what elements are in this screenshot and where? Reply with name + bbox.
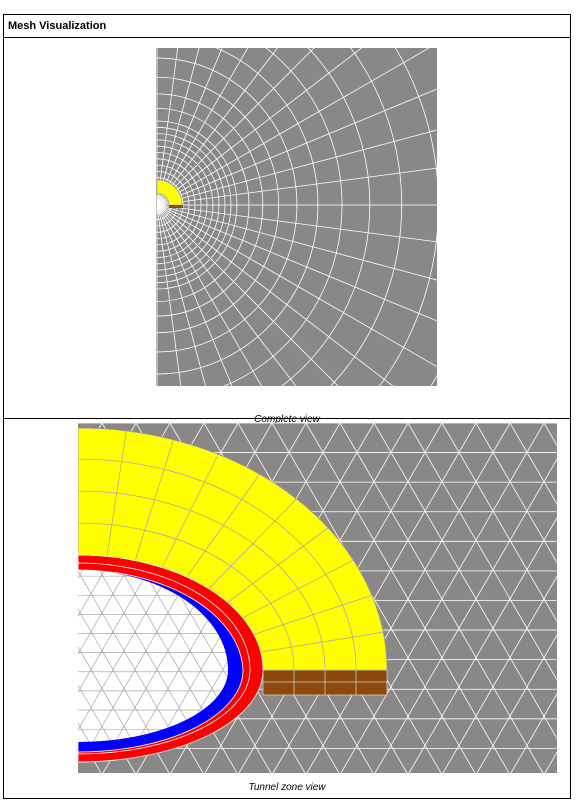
mesh-line: [340, 423, 545, 773]
mesh-line: [78, 570, 196, 742]
caption: Complete view: [254, 414, 320, 425]
mesh-line: [306, 423, 511, 773]
panel-row: Complete view: [4, 38, 570, 425]
mesh-line: [78, 490, 326, 671]
mesh-line: [169, 205, 183, 208]
mesh-line: [510, 692, 557, 773]
mesh-line: [156, 204, 206, 386]
mesh-line: [78, 458, 357, 671]
mesh-line: [156, 126, 232, 284]
mesh-line: [442, 575, 557, 773]
mesh-line: [156, 88, 437, 206]
mesh-line: [281, 48, 371, 386]
mesh-line: [156, 145, 214, 265]
mesh-line: [78, 522, 295, 671]
mesh-line: [156, 48, 430, 206]
mesh-line: [78, 570, 218, 742]
mesh-line: [78, 570, 130, 742]
frame: Mesh Visualization Complete view Tunnel …: [3, 14, 571, 799]
mesh-line: [156, 48, 278, 206]
mesh-line: [156, 164, 196, 246]
mesh-line: [156, 158, 202, 252]
mesh-line: [156, 48, 315, 206]
mesh-line: [78, 570, 228, 742]
mesh-line: [156, 204, 233, 386]
mesh-line: [156, 152, 208, 258]
mesh-line: [156, 48, 200, 206]
header-title: Mesh Visualization: [4, 15, 570, 38]
mesh-line: [156, 93, 264, 317]
mesh-line: [156, 108, 250, 302]
mesh-line: [134, 439, 174, 561]
mesh-line: [78, 570, 174, 742]
mesh-line: [161, 454, 219, 568]
mesh-line: [156, 48, 249, 206]
tunnel-view-image: [78, 423, 557, 773]
mesh-line: [78, 570, 152, 742]
mesh-line: [156, 48, 363, 206]
mesh-line: [156, 139, 220, 271]
mesh-line: [156, 179, 183, 206]
mesh-line: [374, 458, 557, 773]
mesh-line: [156, 167, 437, 206]
mesh-line: [223, 48, 343, 386]
mesh-line: [156, 133, 226, 277]
mesh-line: [156, 204, 262, 386]
mesh-line: [156, 204, 437, 322]
mesh-line: [156, 48, 319, 375]
mesh-line: [330, 48, 403, 386]
mesh-line: [78, 570, 228, 742]
mesh-line: [156, 48, 223, 206]
mesh-line: [156, 204, 437, 243]
mesh-line: [156, 204, 182, 386]
mesh-line: [156, 204, 437, 281]
mesh-line: [156, 204, 437, 368]
mesh-line: [140, 570, 228, 742]
mesh-line: [156, 196, 166, 214]
mesh-line: [106, 430, 127, 557]
mesh-line: [272, 423, 477, 773]
mesh-line: [156, 57, 298, 353]
mesh-line: [156, 76, 280, 334]
mesh-line: [408, 517, 557, 773]
mesh-line: [156, 48, 179, 206]
mesh-line: [156, 204, 394, 386]
mesh-line: [156, 129, 437, 206]
mesh-line: [79, 570, 228, 742]
caption: Tunnel zone view: [248, 782, 326, 793]
mesh-line: [156, 120, 238, 290]
mesh-line: [78, 570, 228, 742]
complete-view-image: [156, 48, 437, 386]
mesh-line: [476, 634, 557, 773]
mesh-line: [156, 171, 190, 239]
mesh-line: [156, 204, 297, 386]
mesh-line: [156, 204, 339, 386]
mesh-line: [78, 570, 213, 742]
mesh-line: [78, 570, 191, 742]
